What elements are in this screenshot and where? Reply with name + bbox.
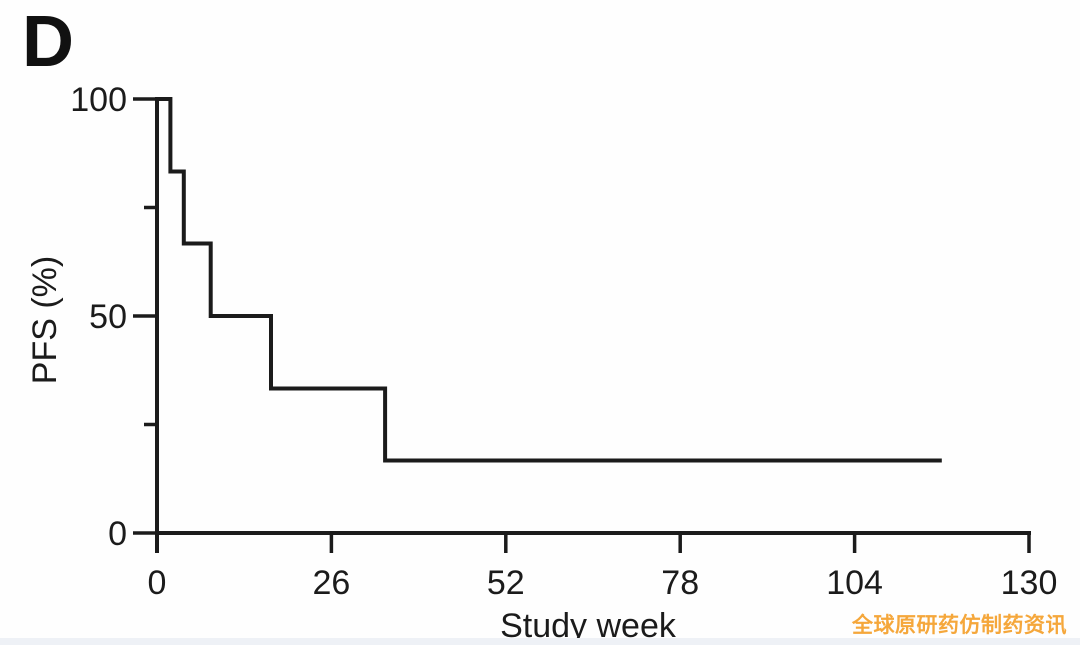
- x-tick-label: 52: [487, 564, 525, 602]
- x-tick-label: 78: [661, 564, 699, 602]
- y-axis-title: PFS (%): [26, 256, 64, 384]
- panel-label: D: [22, 2, 74, 82]
- km-step-curve: [157, 97, 942, 463]
- x-tick-label: 104: [826, 564, 883, 602]
- x-tick-label: 0: [148, 564, 167, 602]
- axis-ticks: [133, 97, 1031, 553]
- watermark-text: 全球原研药仿制药资讯: [852, 614, 1067, 637]
- y-tick-label: 0: [108, 515, 127, 553]
- x-tick-label: 26: [312, 564, 350, 602]
- axes: [155, 97, 1031, 553]
- bottom-edge-strip: [0, 638, 1080, 645]
- x-tick-label: 130: [1001, 564, 1058, 602]
- y-tick-label: 100: [70, 81, 127, 119]
- tick-labels: 0 26 52 78 104 130 0 50 100: [70, 81, 1057, 602]
- y-tick-label: 50: [89, 298, 127, 336]
